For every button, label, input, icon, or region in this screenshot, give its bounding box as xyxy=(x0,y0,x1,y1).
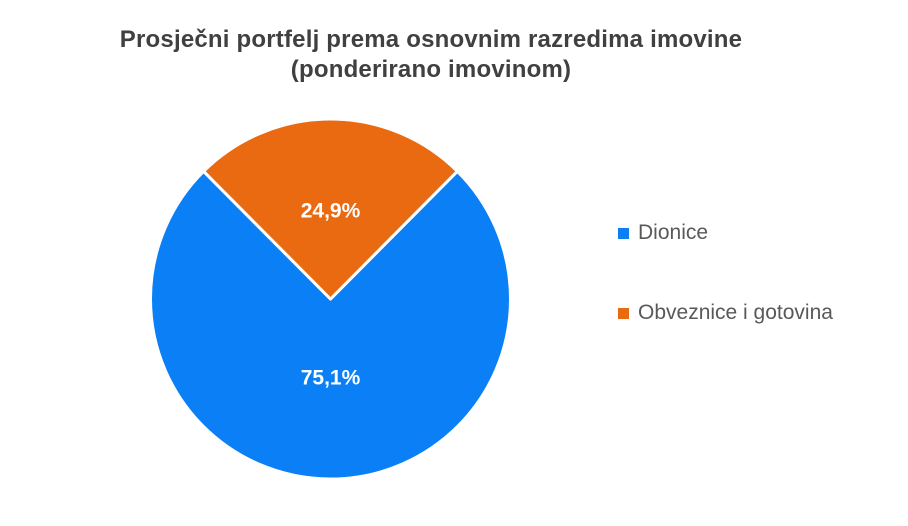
legend-marker-obveznice-icon xyxy=(618,307,629,319)
pie-slice-obveznice-i-gotovina xyxy=(202,117,459,301)
legend-item-obveznice-i-gotovina: Obveznice i gotovina xyxy=(618,301,833,325)
chart-title: Prosječni portfelj prema osnovnim razred… xyxy=(0,25,862,85)
chart-title-line2: (ponderirano imovinom) xyxy=(290,56,572,83)
pie-slice-dionice xyxy=(149,169,512,481)
legend-item-dionice: Dionice xyxy=(618,221,708,245)
chart-title-line1: Prosječni portfelj prema osnovnim razred… xyxy=(119,26,743,53)
slice-label-obveznice-i-gotovina: 24,9% xyxy=(301,199,361,222)
slice-label-dionice: 75,1% xyxy=(301,367,361,390)
legend-marker-dionice-icon xyxy=(618,227,629,239)
legend-label-dionice: Dionice xyxy=(638,221,709,244)
legend-label-obveznice: Obveznice i gotovina xyxy=(638,301,833,324)
